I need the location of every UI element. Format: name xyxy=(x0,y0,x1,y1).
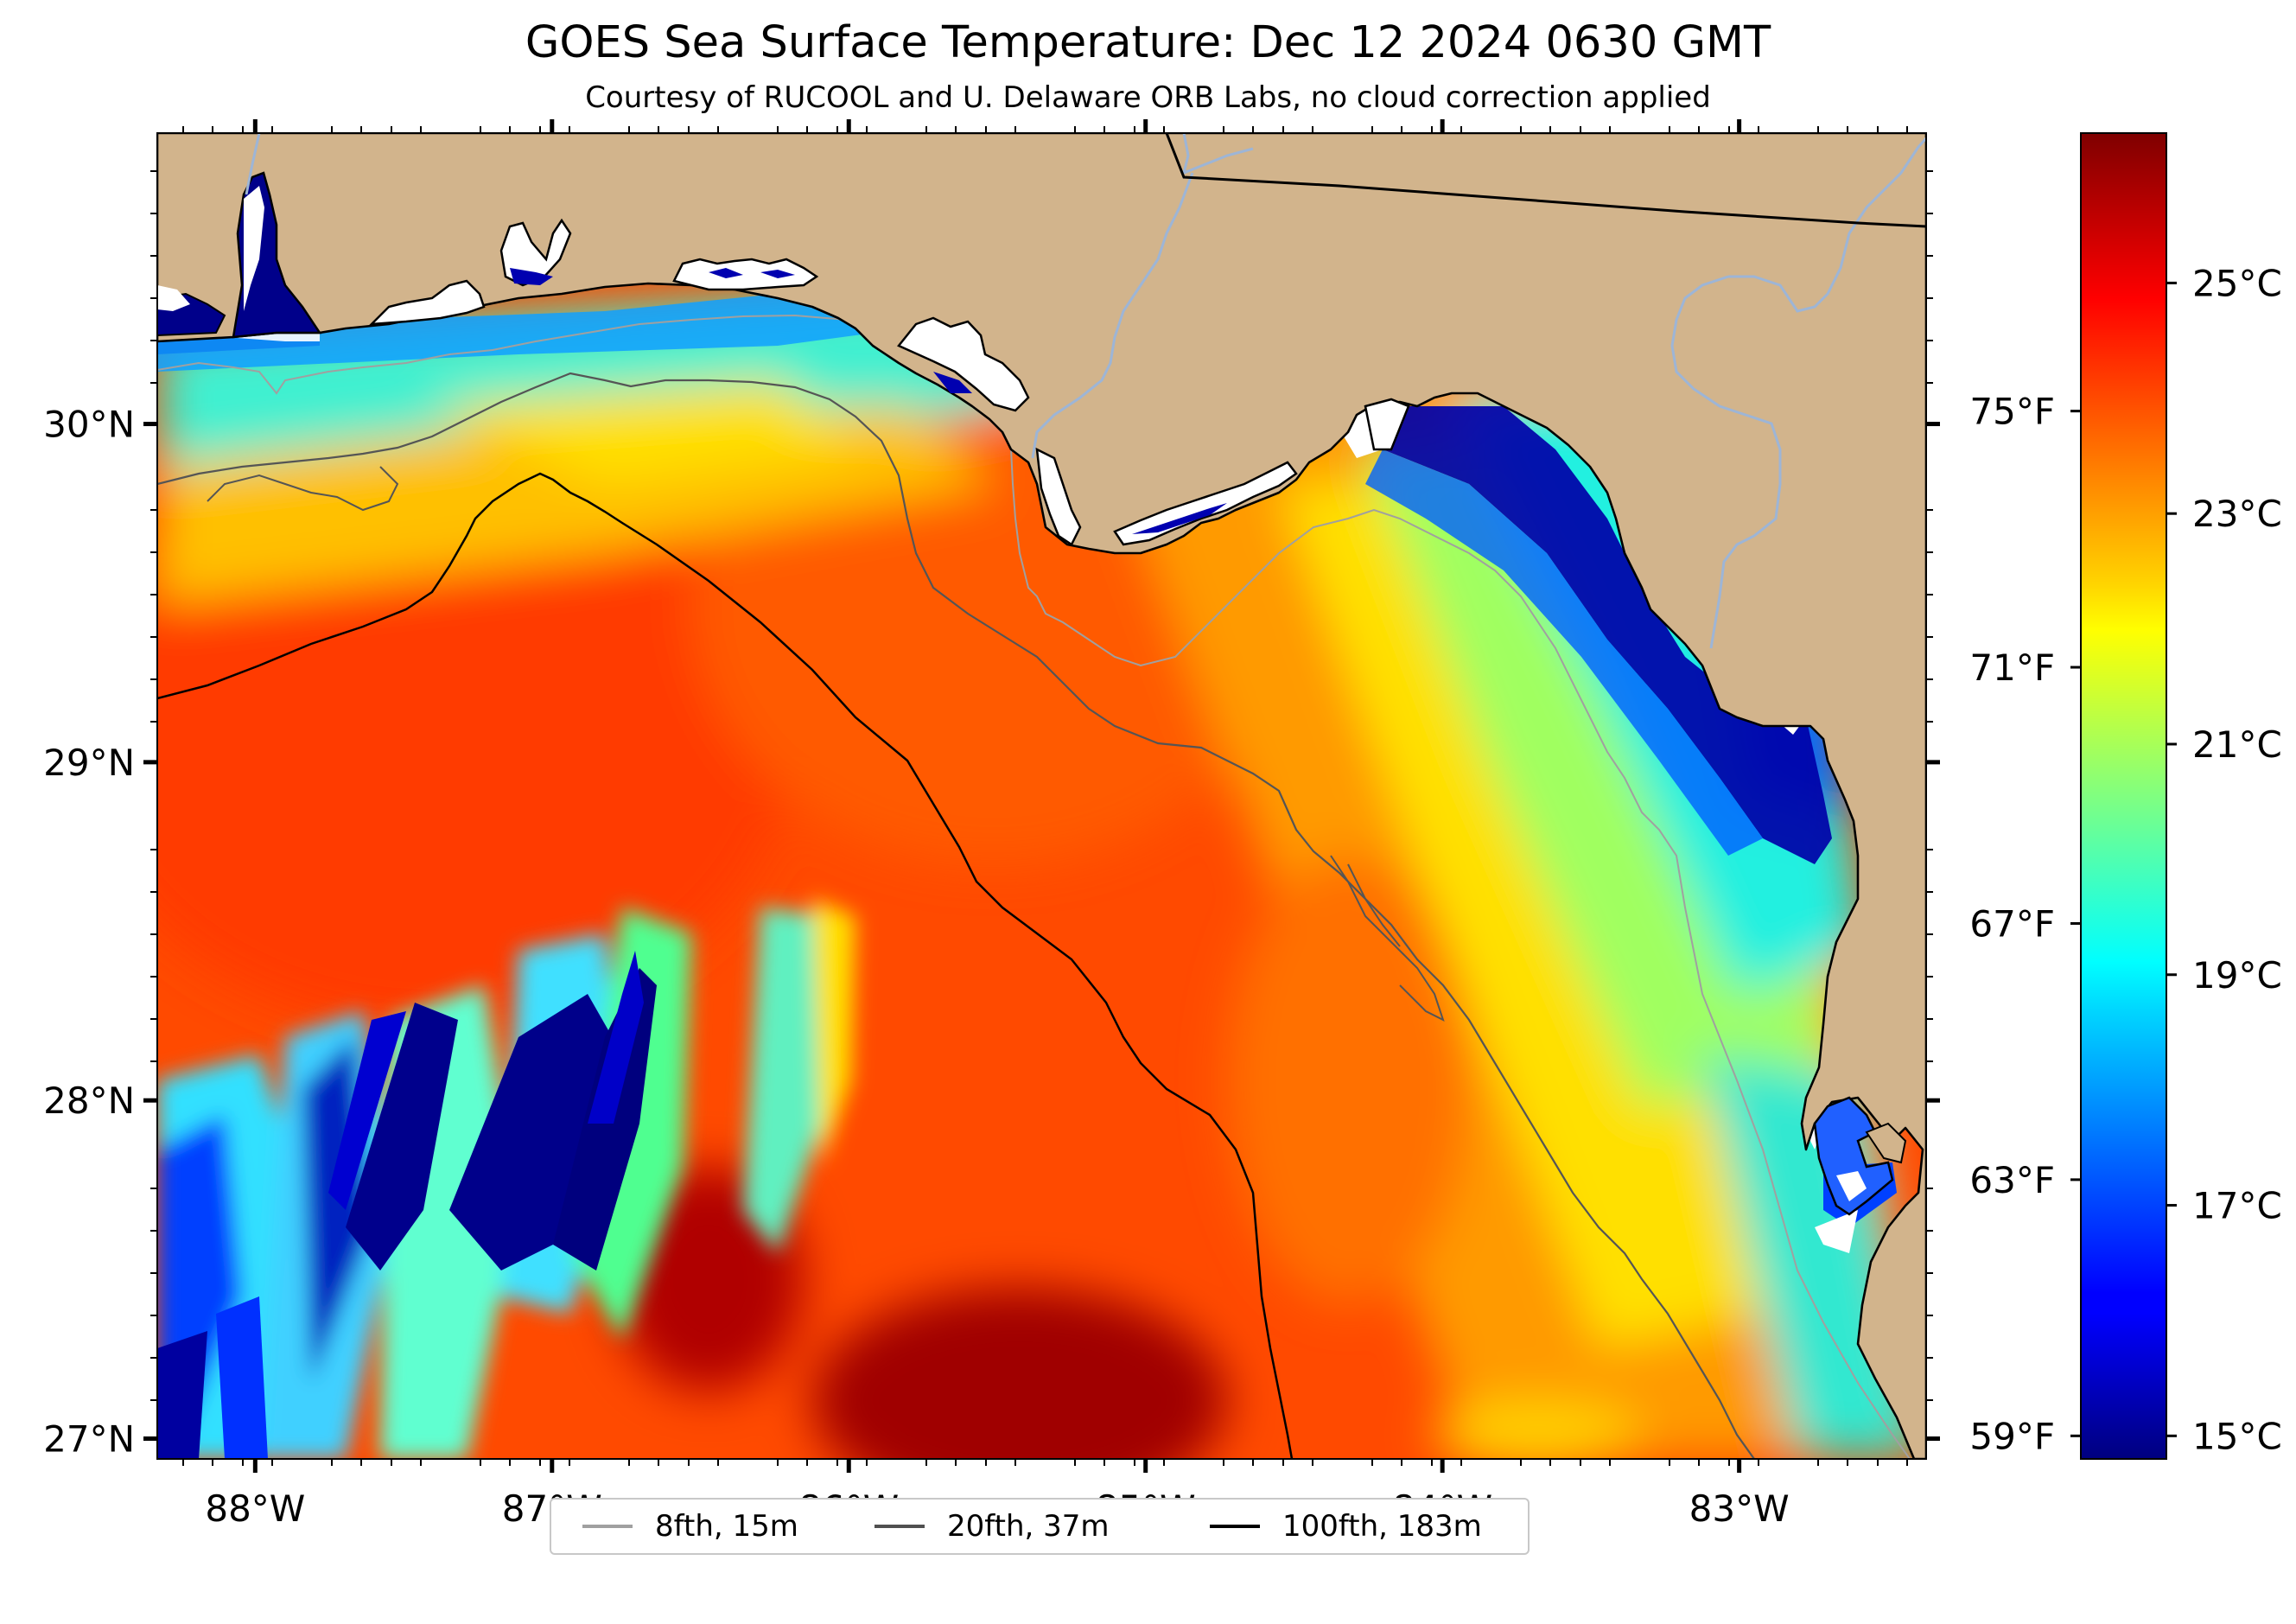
lat-tick-label: 27°N xyxy=(43,1418,135,1461)
colorbar-f-label: 75°F xyxy=(1969,391,2055,433)
depth-contour-legend: 8fth, 15m 20fth, 37m 100fth, 183m xyxy=(550,1498,1530,1555)
legend-label-100fth: 100fth, 183m xyxy=(1282,1509,1482,1544)
map-panel xyxy=(157,133,1926,1459)
colorbar-f-label: 67°F xyxy=(1969,902,2055,945)
contour-100fth xyxy=(157,472,1294,1459)
colorbar-c-label: 15°C xyxy=(2192,1415,2282,1457)
colorbar-f-label: 71°F xyxy=(1969,646,2055,689)
map-frame xyxy=(156,132,1927,1460)
cold-nearshore-bigbend xyxy=(1357,406,1832,864)
map-title: GOES Sea Surface Temperature: Dec 12 202… xyxy=(525,17,1771,68)
legend-item-8fth: 8fth, 15m xyxy=(582,1500,798,1553)
colorbar-c-label: 25°C xyxy=(2192,262,2282,304)
tampa-bay xyxy=(1813,1096,1894,1216)
legend-item-20fth: 20fth, 37m xyxy=(875,1500,1110,1553)
st-andrew-bay xyxy=(897,316,1030,412)
lat-tick-label: 30°N xyxy=(43,404,135,446)
colorbar xyxy=(2080,132,2167,1460)
contour-20fth xyxy=(157,372,1755,1459)
legend-item-100fth: 100fth, 183m xyxy=(1210,1500,1482,1553)
colorbar-c-label: 21°C xyxy=(2192,723,2282,766)
legend-line-100fth xyxy=(1210,1525,1260,1528)
colorbar-f-label: 63°F xyxy=(1969,1159,2055,1201)
legend-label-8fth: 8fth, 15m xyxy=(655,1509,798,1544)
lat-tick-label: 29°N xyxy=(43,742,135,784)
map-minor-ticks xyxy=(150,126,1933,1466)
colorbar-celsius-ticks: 25°C 23°C 21°C 19°C 17°C 15°C xyxy=(2166,262,2282,1457)
legend-line-8fth xyxy=(582,1525,633,1528)
legend-line-20fth xyxy=(875,1525,925,1528)
contour-8fth xyxy=(157,314,1911,1459)
legend-label-20fth: 20fth, 37m xyxy=(947,1509,1110,1544)
colorbar-c-label: 19°C xyxy=(2192,954,2282,997)
lat-tick-label: 28°N xyxy=(43,1079,135,1122)
pensacola-bay xyxy=(368,279,486,326)
lon-tick-label: 88°W xyxy=(205,1487,305,1530)
st-george-island xyxy=(1113,461,1298,546)
map-subtitle: Courtesy of RUCOOL and U. Delaware ORB L… xyxy=(585,80,1711,115)
colorbar-fahrenheit-ticks: 75°F 71°F 67°F 63°F 59°F xyxy=(1969,391,2081,1457)
choctawhatchee-bay xyxy=(672,258,819,291)
latitude-axis: 30°N 29°N 28°N 27°N xyxy=(43,404,1940,1461)
state-border xyxy=(1165,133,1926,228)
colorbar-c-label: 23°C xyxy=(2192,493,2282,535)
cold-streak-1 xyxy=(346,1003,458,1271)
lon-tick-label: 83°W xyxy=(1689,1487,1790,1530)
rivers xyxy=(245,133,1926,649)
colorbar-c-label: 17°C xyxy=(2192,1185,2282,1227)
colorbar-f-label: 59°F xyxy=(1969,1415,2055,1457)
